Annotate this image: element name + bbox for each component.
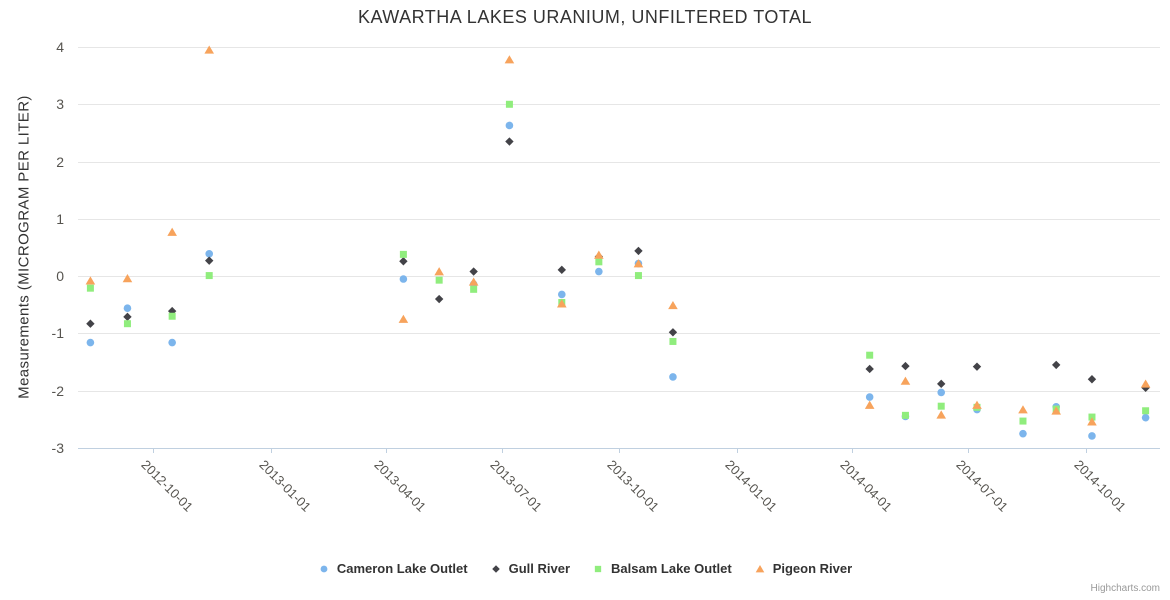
data-point-cameron-lake-outlet[interactable] xyxy=(669,373,677,381)
data-point-pigeon-river[interactable] xyxy=(633,259,644,268)
data-point-gull-river[interactable] xyxy=(1051,360,1061,370)
data-point-gull-river[interactable] xyxy=(399,257,408,266)
data-point-balsam-lake-outlet[interactable] xyxy=(669,337,677,345)
data-point-pigeon-river[interactable] xyxy=(972,400,982,409)
data-point[interactable] xyxy=(320,565,328,572)
y-tick-label: -2 xyxy=(51,382,64,399)
data-point-gull-river[interactable] xyxy=(972,362,982,371)
data-point-balsam-lake-outlet[interactable] xyxy=(399,250,407,258)
data-point-pigeon-river[interactable] xyxy=(398,314,409,323)
data-point-pigeon-river[interactable] xyxy=(668,300,678,310)
data-point-pigeon-river[interactable] xyxy=(936,410,947,419)
data-point-gull-river[interactable] xyxy=(1087,375,1097,384)
data-point-cameron-lake-outlet[interactable] xyxy=(168,338,176,347)
data-point-gull-river[interactable] xyxy=(901,361,910,371)
data-point-gull-river[interactable] xyxy=(434,294,444,304)
triangle-marker-icon xyxy=(755,564,765,572)
chart-title: KAWARTHA LAKES URANIUM, UNFILTERED TOTAL xyxy=(357,7,813,27)
data-point-pigeon-river[interactable] xyxy=(1018,405,1028,414)
legend-label: Balsam Lake Outlet xyxy=(611,561,732,576)
data-point-cameron-lake-outlet[interactable] xyxy=(1088,432,1096,440)
legend-label: Cameron Lake Outlet xyxy=(336,561,468,576)
data-point-cameron-lake-outlet[interactable] xyxy=(123,304,132,313)
data-point-pigeon-river[interactable] xyxy=(504,55,515,64)
data-point-balsam-lake-outlet[interactable] xyxy=(866,351,874,359)
data-point-balsam-lake-outlet[interactable] xyxy=(1019,417,1027,425)
data-point-gull-river[interactable] xyxy=(469,267,478,276)
data-point-gull-river[interactable] xyxy=(86,319,95,328)
data-point-pigeon-river[interactable] xyxy=(122,274,133,283)
data-point-pigeon-river[interactable] xyxy=(85,276,96,285)
data-point-gull-river[interactable] xyxy=(505,137,514,146)
y-tick-label: 0 xyxy=(56,268,64,285)
legend-item-balsam-lake-outlet[interactable]: Balsam Lake Outlet xyxy=(592,561,732,576)
legend-item-gull-river[interactable]: Gull River xyxy=(490,561,570,576)
circle-marker-icon xyxy=(320,565,328,572)
y-tick-label: 2 xyxy=(56,153,64,170)
y-tick-label: 3 xyxy=(56,96,64,113)
data-point-cameron-lake-outlet[interactable] xyxy=(205,250,214,258)
data-point-cameron-lake-outlet[interactable] xyxy=(937,388,946,397)
highcharts-credit[interactable]: Highcharts.com xyxy=(1090,583,1160,594)
legend-label: Gull River xyxy=(508,561,571,576)
data-point-pigeon-river[interactable] xyxy=(468,277,479,286)
data-point-gull-river[interactable] xyxy=(865,364,874,374)
data-point[interactable] xyxy=(491,564,500,573)
diamond-marker-icon xyxy=(491,564,500,573)
data-point-cameron-lake-outlet[interactable] xyxy=(595,267,603,276)
data-point-gull-river[interactable] xyxy=(937,379,946,389)
data-point-cameron-lake-outlet[interactable] xyxy=(86,338,95,347)
data-point-balsam-lake-outlet[interactable] xyxy=(595,258,603,266)
data-point-pigeon-river[interactable] xyxy=(204,45,215,54)
data-point-balsam-lake-outlet[interactable] xyxy=(470,285,478,293)
data-point-balsam-lake-outlet[interactable] xyxy=(435,276,443,284)
data-point-cameron-lake-outlet[interactable] xyxy=(558,290,566,299)
data-point-pigeon-river[interactable] xyxy=(557,299,567,308)
y-tick-label: 4 xyxy=(56,39,64,55)
data-point-pigeon-river[interactable] xyxy=(594,250,604,259)
data-point-gull-river[interactable] xyxy=(205,256,214,265)
data-point-gull-river[interactable] xyxy=(668,328,678,337)
data-point-cameron-lake-outlet[interactable] xyxy=(1019,429,1027,438)
y-tick-label: 1 xyxy=(56,210,64,227)
data-point-cameron-lake-outlet[interactable] xyxy=(1141,413,1150,422)
data-point-pigeon-river[interactable] xyxy=(864,400,875,409)
data-point-pigeon-river[interactable] xyxy=(1140,379,1151,388)
data-point-pigeon-river[interactable] xyxy=(434,267,444,276)
data-point-cameron-lake-outlet[interactable] xyxy=(399,275,408,283)
square-marker-icon xyxy=(594,565,602,572)
legend-item-cameron-lake-outlet[interactable]: Cameron Lake Outlet xyxy=(318,561,468,576)
data-point-cameron-lake-outlet[interactable] xyxy=(505,121,514,130)
data-point[interactable] xyxy=(594,565,602,572)
data-point-balsam-lake-outlet[interactable] xyxy=(937,402,945,410)
data-point-balsam-lake-outlet[interactable] xyxy=(505,100,513,108)
data-point[interactable] xyxy=(755,564,765,572)
data-point-gull-river[interactable] xyxy=(634,246,643,256)
legend-label: Pigeon River xyxy=(772,561,853,576)
data-point-balsam-lake-outlet[interactable] xyxy=(1142,407,1150,415)
data-point-balsam-lake-outlet[interactable] xyxy=(168,312,176,320)
data-point-pigeon-river[interactable] xyxy=(1051,406,1061,415)
y-tick-label: -3 xyxy=(51,440,64,456)
data-point-balsam-lake-outlet[interactable] xyxy=(86,284,94,292)
data-point-balsam-lake-outlet[interactable] xyxy=(901,411,909,419)
data-point-balsam-lake-outlet[interactable] xyxy=(1088,413,1096,421)
data-point-pigeon-river[interactable] xyxy=(1087,417,1097,426)
data-point-balsam-lake-outlet[interactable] xyxy=(123,320,131,328)
data-point-gull-river[interactable] xyxy=(557,265,566,275)
y-tick-label: -1 xyxy=(51,325,64,342)
data-point-pigeon-river[interactable] xyxy=(900,376,911,385)
data-point-balsam-lake-outlet[interactable] xyxy=(205,272,213,280)
legend: Cameron Lake Outlet Gull River Balsam Lake… xyxy=(0,561,1170,576)
data-point-cameron-lake-outlet[interactable] xyxy=(865,393,874,401)
data-point-balsam-lake-outlet[interactable] xyxy=(634,272,642,280)
data-point-pigeon-river[interactable] xyxy=(167,227,177,236)
legend-item-pigeon-river[interactable]: Pigeon River xyxy=(754,561,852,576)
data-point-gull-river[interactable] xyxy=(123,312,132,322)
